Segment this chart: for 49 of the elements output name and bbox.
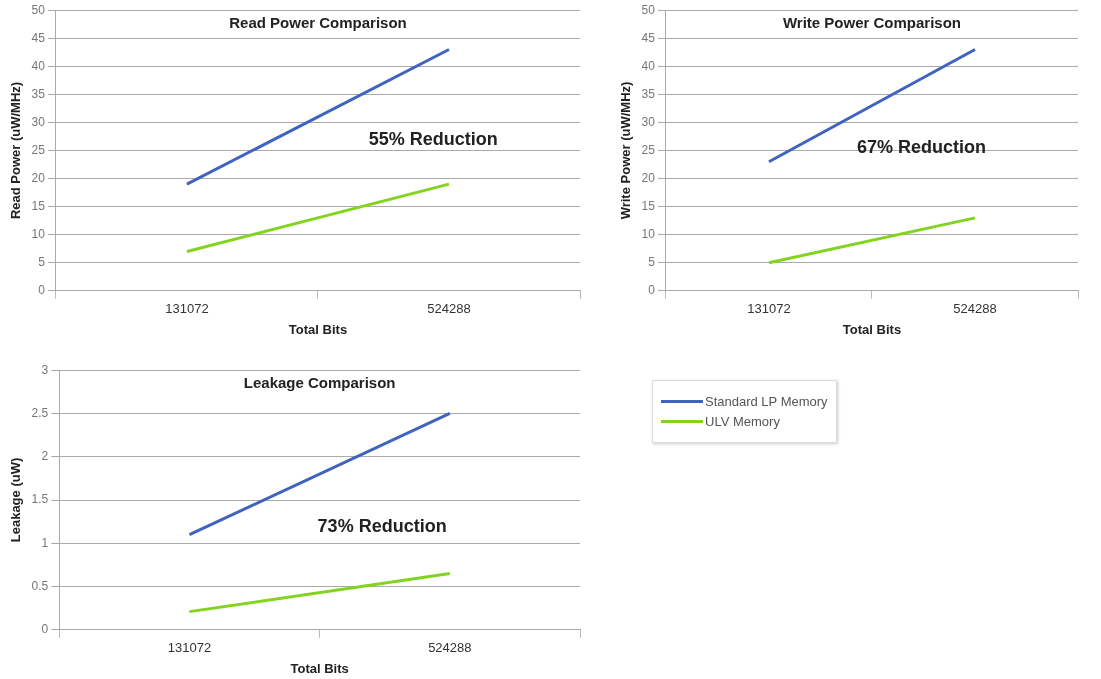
annotation: 67% Reduction (856, 137, 986, 158)
x-axis-title: Total Bits (290, 660, 349, 676)
y-tick-label: 15 (31, 198, 46, 213)
y-tick-label: 45 (641, 30, 656, 45)
y-tick-label: 20 (31, 170, 46, 185)
x-tick-label: 524288 (953, 301, 997, 317)
y-tick-label: 15 (641, 198, 656, 213)
x-axis-title: Total Bits (288, 321, 348, 337)
chart-title: Read Power Comparison (229, 13, 407, 31)
y-tick-label: 35 (641, 86, 656, 101)
x-tick-label: 131072 (165, 301, 209, 317)
legend-label: Standard LP Memory (705, 394, 828, 409)
legend-label: ULV Memory (705, 414, 780, 429)
y-tick-label: 50 (31, 2, 46, 17)
y-tick-label: 1.5 (31, 492, 49, 507)
y-tick-label: 5 (38, 255, 46, 270)
y-tick-label: 0 (648, 283, 656, 298)
annotation: 73% Reduction (317, 516, 447, 537)
y-tick-label: 0 (38, 283, 46, 298)
y-tick-label: 0.5 (31, 578, 49, 593)
y-tick-label: 45 (31, 30, 46, 45)
y-tick-label: 30 (641, 114, 656, 129)
y-tick-label: 25 (31, 142, 46, 157)
y-tick-label: 50 (641, 2, 656, 17)
x-tick-label: 524288 (428, 640, 472, 656)
y-tick-label: 35 (31, 86, 46, 101)
x-tick-label: 131072 (167, 640, 212, 656)
y-tick-label: 2.5 (31, 405, 49, 420)
x-axis-title: Total Bits (842, 321, 902, 337)
y-tick-label: 25 (641, 142, 656, 157)
x-tick-label: 131072 (747, 301, 791, 317)
chart-title: Leakage Comparison (243, 373, 396, 391)
y-axis-title: Write Power (uW/MHz) (618, 81, 634, 220)
y-tick-label: 1 (41, 535, 49, 550)
y-tick-label: 20 (641, 170, 656, 185)
y-tick-label: 5 (648, 255, 656, 270)
chart-title: Write Power Comparison (782, 13, 962, 31)
y-tick-label: 3 (41, 362, 49, 377)
y-tick-label: 2 (41, 449, 49, 464)
y-tick-label: 10 (641, 226, 656, 241)
y-tick-label: 40 (641, 58, 656, 73)
annotation: 55% Reduction (368, 128, 498, 149)
y-tick-label: 30 (31, 114, 46, 129)
x-tick-label: 524288 (427, 301, 471, 317)
y-axis-title: Read Power (uW/MHz) (8, 81, 24, 220)
y-axis-title: Leakage (uW) (8, 457, 24, 543)
y-tick-label: 40 (31, 58, 46, 73)
y-tick-label: 10 (31, 226, 46, 241)
y-tick-label: 0 (41, 622, 49, 637)
